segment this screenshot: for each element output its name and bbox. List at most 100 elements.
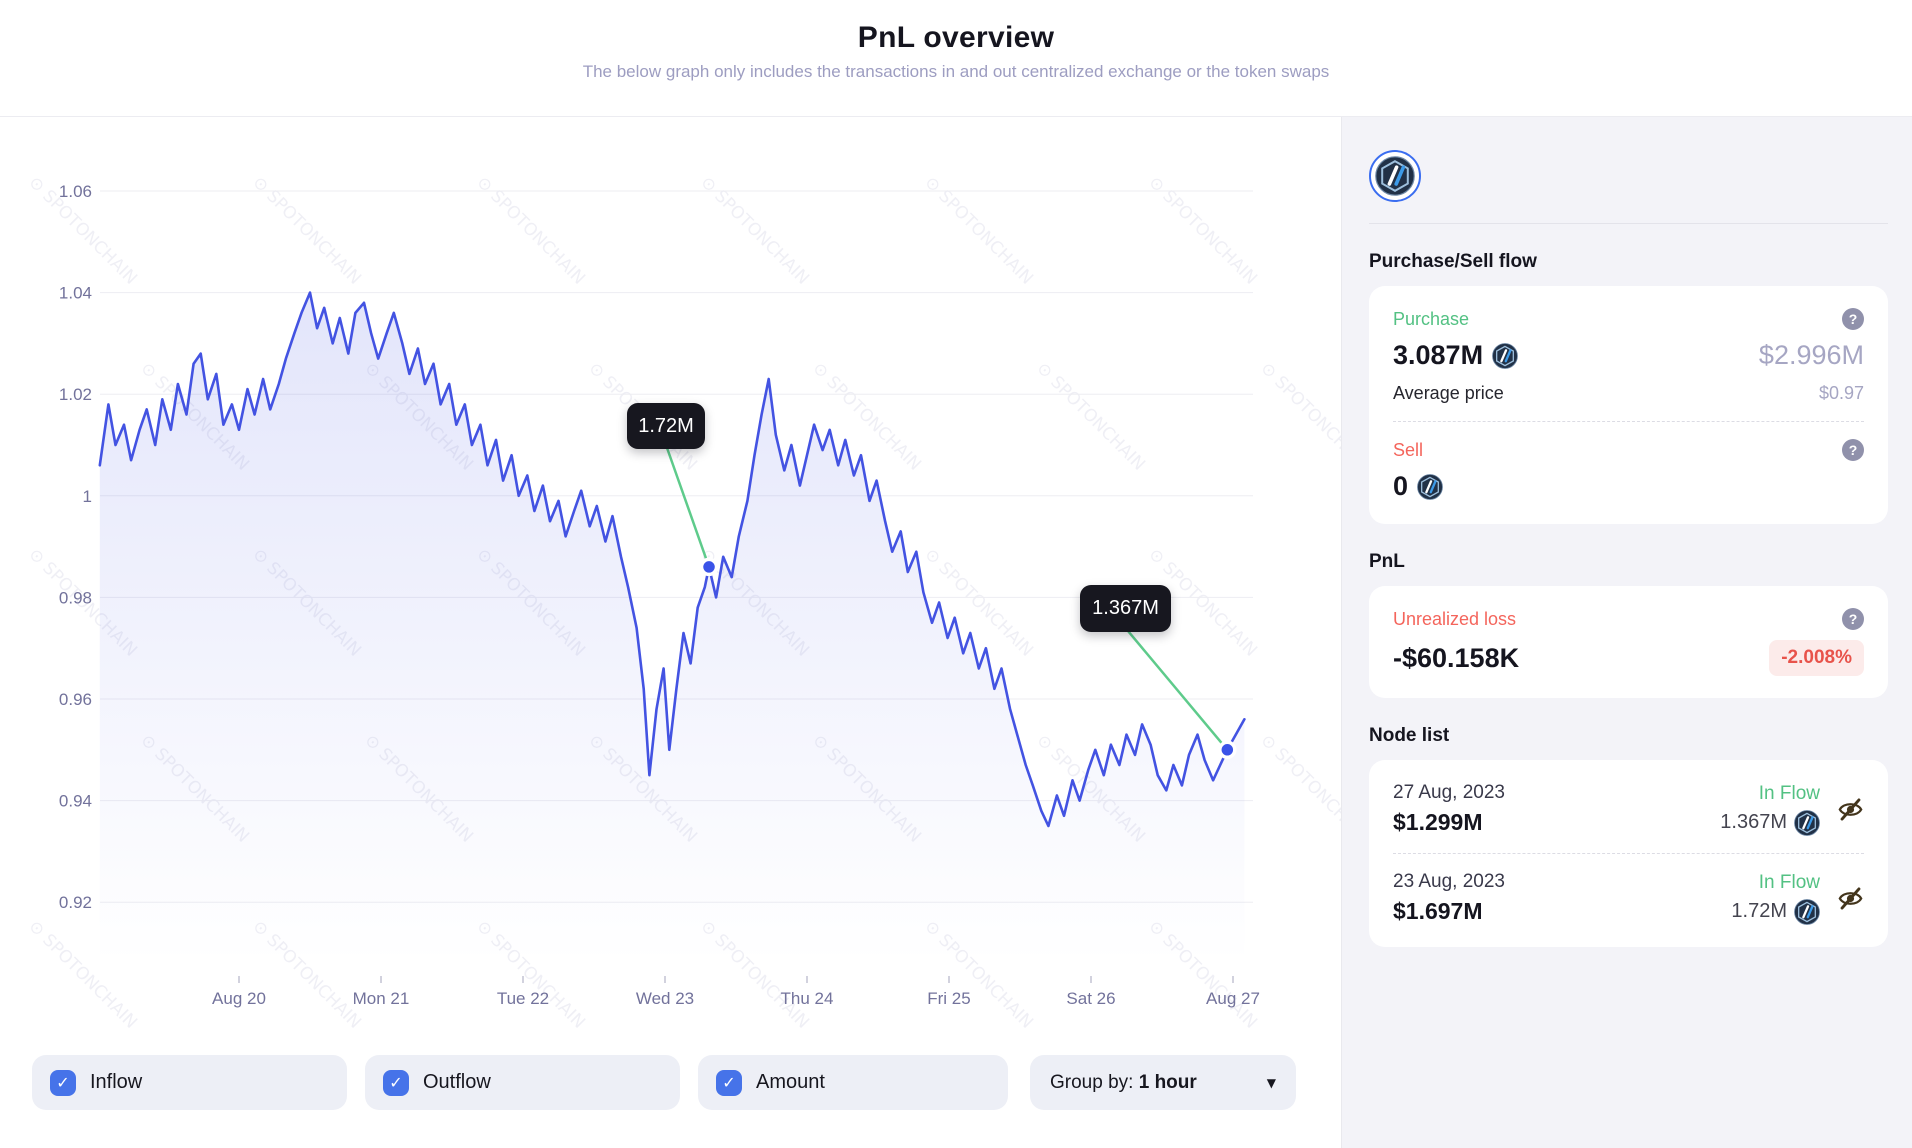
node-amount: 1.72M [1731,898,1820,925]
outflow-filter-pill[interactable]: ✓ Outflow [365,1055,680,1110]
purchase-sell-flow-heading: Purchase/Sell flow [1369,251,1537,272]
arbitrum-token-icon [1375,156,1415,196]
unrealized-loss-label: Unrealized loss [1393,608,1517,629]
amount-filter-pill[interactable]: ✓ Amount [698,1055,1008,1110]
x-tick-label: Wed 23 [636,989,694,1008]
sell-label: Sell [1393,439,1424,460]
node-direction: In Flow [1758,871,1820,893]
watermark-text: ⊙ SPOTONCHAIN [1032,358,1148,474]
y-tick-label: 0.92 [59,893,92,912]
chart-annotation-tooltip-1: 1.72M [627,403,705,449]
x-tick-label: Sat 26 [1066,989,1115,1008]
watermark-text: ⊙ SPOTONCHAIN [248,172,364,288]
annotation-connector-line [664,444,711,568]
group-by-value: 1 hour [1138,1071,1197,1093]
node-date: 23 Aug, 2023 [1393,871,1505,892]
sell-amount: 0 [1393,471,1443,502]
watermark-text: ⊙ SPOTONCHAIN [1256,730,1341,846]
annotation-connector-line [1124,627,1229,751]
node-amount: 1.367M [1720,809,1820,836]
pnl-percent-badge: -2.008% [1769,640,1864,676]
caret-down-icon: ▼ [1266,1075,1276,1090]
chart-controls: ✓ Inflow ✓ Outflow ✓ Amount Group by: 1 … [32,1055,1296,1110]
purchase-amount-value: 3.087M [1393,340,1484,370]
pnl-help-icon[interactable]: ? [1842,608,1864,630]
pnl-card: Unrealized loss ? -$60.158K -2.008% [1369,586,1888,698]
inflow-label: Inflow [90,1071,143,1093]
purchase-help-icon[interactable]: ? [1842,308,1864,330]
watermark-text: ⊙ SPOTONCHAIN [696,172,812,288]
node-list-row: 27 Aug, 2023 $1.299M In Flow 1.367M [1393,782,1864,836]
eye-slash-icon[interactable] [1837,885,1864,912]
chart-point-dot[interactable] [1218,740,1237,760]
node-amount-value: 1.72M [1731,900,1787,922]
y-tick-label: 0.96 [59,690,92,709]
purchase-amount: 3.087M [1393,340,1518,371]
node-date: 27 Aug, 2023 [1393,782,1505,803]
x-tick-label: Fri 25 [927,989,970,1008]
y-tick-label: 1.04 [59,284,92,303]
arbitrum-token-icon [1417,473,1443,500]
token-avatar[interactable] [1369,150,1421,202]
y-tick-label: 0.94 [59,792,92,811]
sidebar: Purchase/Sell flow Purchase ? 3.087M $2.… [1341,117,1912,1148]
main-content: ⊙ SPOTONCHAIN ⊙ SPOTONCHAIN ⊙ SPOTONCHAIN ⊙… [0,117,1912,1148]
y-tick-label: 1 [83,487,92,506]
node-list-heading: Node list [1369,725,1450,746]
pnl-line-chart[interactable]: ⊙ SPOTONCHAIN ⊙ SPOTONCHAIN ⊙ SPOTONCHAIN ⊙… [0,117,1341,1030]
average-price-label: Average price [1393,383,1504,403]
chart-point-dot[interactable] [699,557,719,577]
group-by-dropdown[interactable]: Group by: 1 hour ▼ [1030,1055,1296,1110]
arbitrum-token-icon [1794,898,1820,925]
chart-panel: ⊙ SPOTONCHAIN ⊙ SPOTONCHAIN ⊙ SPOTONCHAIN ⊙… [0,117,1341,1148]
group-by-label: Group by: [1050,1071,1134,1093]
outflow-label: Outflow [423,1071,491,1093]
page-subtitle: The below graph only includes the transa… [582,62,1330,81]
watermark-text: ⊙ SPOTONCHAIN [1144,172,1260,288]
page-title: PnL overview [857,21,1055,54]
amount-checkbox[interactable]: ✓ [716,1069,742,1096]
outflow-checkbox[interactable]: ✓ [383,1069,409,1096]
purchase-label: Purchase [1393,308,1470,329]
x-tick-label: Mon 21 [353,989,410,1008]
y-tick-label: 1.02 [59,385,92,404]
amount-label: Amount [756,1071,825,1093]
node-list-row: 23 Aug, 2023 $1.697M In Flow 1.72M [1393,871,1864,925]
card-divider [1393,853,1864,854]
inflow-checkbox[interactable]: ✓ [50,1069,76,1096]
purchase-usd-value: $2.996M [1758,340,1864,370]
area-fill [99,292,1245,964]
x-tick-label: Thu 24 [781,989,834,1008]
watermark-text: ⊙ SPOTONCHAIN [920,172,1036,288]
watermark-text: ⊙ SPOTONCHAIN [472,172,588,288]
x-tick-label: Aug 20 [212,989,266,1008]
pnl-heading: PnL [1369,551,1405,572]
x-axis: Aug 20 Mon 21 Tue 22 Wed 23 Thu 24 Fri 25 Sat … [212,976,1260,1008]
arbitrum-token-icon [1794,809,1820,836]
watermark-text: ⊙ SPOTONCHAIN [1256,358,1341,474]
node-list-card: 27 Aug, 2023 $1.299M In Flow 1.367M [1369,760,1888,947]
node-usd: $1.697M [1393,898,1483,924]
y-tick-label: 0.98 [59,588,92,607]
node-amount-value: 1.367M [1720,811,1787,833]
x-tick-label: Tue 22 [497,989,549,1008]
sell-amount-value: 0 [1393,471,1409,501]
arbitrum-token-icon [1492,342,1518,369]
node-direction: In Flow [1758,782,1820,804]
unrealized-loss-value: -$60.158K [1393,642,1520,673]
y-tick-label: 1.06 [59,182,92,201]
sidebar-divider [1369,223,1888,224]
chart-annotation-tooltip-2: 1.367M [1080,585,1171,632]
purchase-sell-card: Purchase ? 3.087M $2.996M Average price … [1369,286,1888,524]
group-by-text: Group by: 1 hour [1050,1072,1197,1094]
price-line [98,291,1246,828]
sell-help-icon[interactable]: ? [1842,439,1864,461]
x-tick-label: Aug 27 [1206,989,1260,1008]
node-usd: $1.299M [1393,809,1483,835]
average-price-value: $0.97 [1818,383,1864,403]
eye-slash-icon[interactable] [1837,796,1864,823]
card-divider [1393,421,1864,422]
page-header: PnL overview The below graph only includ… [0,0,1912,117]
inflow-filter-pill[interactable]: ✓ Inflow [32,1055,347,1110]
